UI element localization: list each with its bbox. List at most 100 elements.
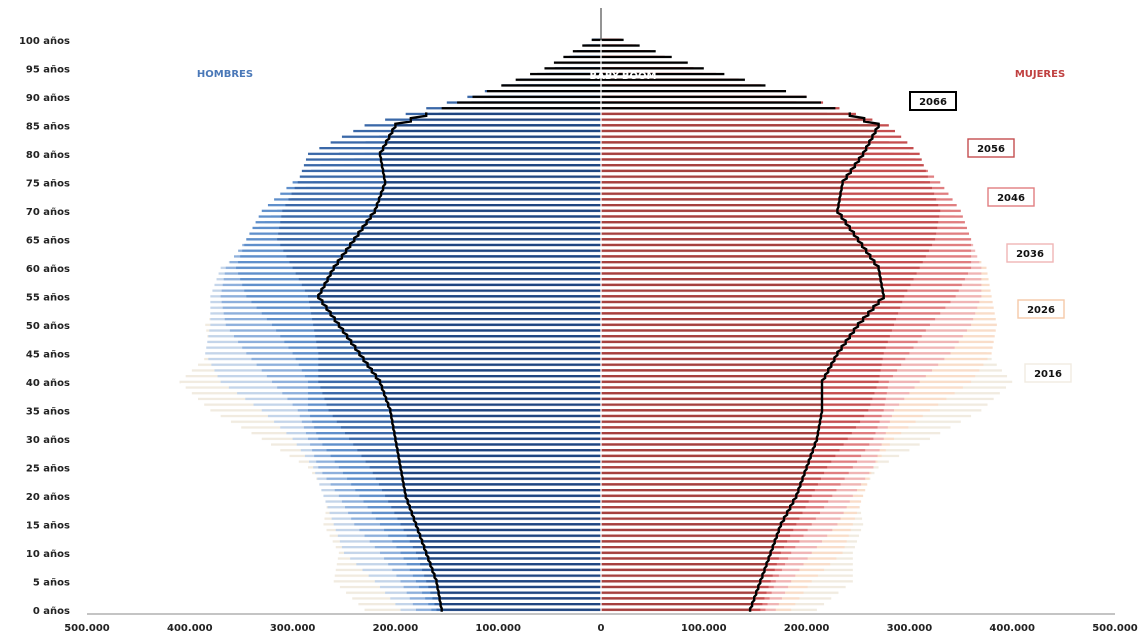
bar-men-2066-age-5 [436, 580, 601, 583]
bar-women-2066-age-42 [601, 369, 829, 372]
y-tick-label: 90 años [26, 93, 70, 104]
bar-men-2066-age-27 [398, 454, 601, 458]
bar-women-2066-age-94 [601, 72, 725, 76]
bar-women-2066-age-5 [601, 580, 761, 583]
bar-men-2066-age-87 [426, 112, 601, 116]
bar-women-2066-age-12 [601, 540, 775, 543]
bar-men-2066-age-73 [381, 192, 601, 196]
baby-boom-annotation: BABY-BOOM [590, 71, 657, 82]
bar-women-2066-age-59 [601, 272, 880, 275]
bar-women-2066-age-51 [601, 318, 864, 321]
bar-women-2066-age-33 [601, 420, 820, 424]
bar-men-2066-age-98 [572, 50, 601, 53]
y-tick-label: 85 años [26, 122, 70, 133]
bar-men-2066-age-19 [407, 500, 601, 503]
bar-women-2066-age-100 [601, 38, 624, 42]
bar-men-2066-age-63 [346, 249, 601, 253]
bar-women-2066-age-54 [601, 300, 879, 304]
bar-women-2066-age-52 [601, 312, 869, 315]
bar-women-2066-age-35 [601, 409, 823, 412]
bar-men-2066-age-76 [384, 175, 601, 179]
bar-men-2066-age-70 [374, 209, 601, 213]
bar-men-2066-age-91 [486, 90, 601, 93]
bar-men-2066-age-42 [371, 369, 601, 372]
bar-women-2066-age-55 [601, 295, 884, 298]
bar-men-2066-age-47 [351, 340, 601, 344]
bar-men-2066-age-78 [382, 164, 601, 167]
legend-label: 2026 [1027, 305, 1055, 316]
legend-box [1017, 299, 1065, 319]
bar-women-2066-age-26 [601, 460, 809, 464]
y-tick-label: 40 años [26, 378, 70, 389]
bar-women-2066-age-93 [601, 78, 745, 82]
bar-women-2066-age-37 [601, 397, 823, 401]
bar-women-2066-age-58 [601, 278, 881, 281]
bar-women-2066-age-90 [601, 95, 807, 99]
bar-women-2066-age-89 [601, 101, 821, 104]
y-tick-label: 100 años [19, 36, 70, 47]
bar-women-2066-age-73 [601, 192, 841, 196]
bar-women-2066-age-75 [601, 181, 843, 184]
bar-men-2066-age-90 [472, 95, 601, 99]
bar-men-2066-age-31 [394, 432, 601, 435]
bar-women-2066-age-3 [601, 591, 757, 595]
bar-men-2066-age-65 [354, 238, 601, 241]
bar-women-2066-age-81 [601, 147, 867, 150]
bar-women-2066-age-11 [601, 546, 773, 549]
bar-women-2066-age-72 [601, 198, 840, 201]
bar-women-2066-age-60 [601, 266, 879, 270]
bar-men-2066-age-62 [341, 255, 601, 258]
bar-women-2066-age-22 [601, 483, 801, 486]
bar-men-2066-age-28 [397, 449, 601, 452]
bar-men-2066-age-69 [370, 215, 601, 218]
men-side-label: HOMBRES [197, 69, 253, 80]
x-tick-label: 100.000 [475, 623, 521, 634]
bar-women-2066-age-34 [601, 414, 821, 418]
bar-men-2066-age-33 [392, 420, 601, 424]
bar-men-2066-age-32 [393, 426, 601, 429]
bar-men-2066-age-59 [330, 272, 601, 275]
bar-men-2066-age-96 [553, 61, 601, 65]
legend-item-2056: 2056 [967, 138, 1015, 158]
bar-men-2066-age-74 [383, 186, 601, 190]
bar-men-2066-age-3 [438, 591, 601, 595]
bar-men-2066-age-9 [428, 557, 601, 560]
bar-women-2066-age-99 [601, 44, 640, 47]
bar-men-2066-age-11 [424, 546, 601, 549]
bar-men-2066-age-56 [321, 289, 601, 293]
outline-2066-men [317, 112, 443, 612]
bar-women-2066-age-27 [601, 454, 811, 458]
bar-women-2066-age-69 [601, 215, 842, 218]
legend-label: 2056 [977, 144, 1005, 155]
y-tick-label: 10 años [26, 549, 70, 560]
bar-men-2066-age-39 [382, 386, 601, 389]
bar-women-2066-age-82 [601, 141, 870, 144]
bar-men-2066-age-81 [383, 147, 601, 150]
y-tick-label: 70 años [26, 207, 70, 218]
bar-men-2066-age-7 [432, 568, 601, 572]
bar-women-2066-age-41 [601, 375, 826, 378]
bar-women-2066-age-16 [601, 517, 784, 521]
y-tick-label: 45 años [26, 350, 70, 361]
bar-women-2066-age-15 [601, 523, 781, 526]
bar-women-2066-age-20 [601, 494, 797, 498]
bar-women-2066-age-45 [601, 352, 838, 355]
bar-women-2066-age-92 [601, 84, 766, 87]
bar-women-2066-age-13 [601, 534, 777, 538]
bar-men-2066-age-64 [350, 243, 601, 247]
bar-women-2066-age-30 [601, 437, 817, 441]
bar-men-2066-age-77 [383, 169, 601, 173]
bar-women-2066-age-0 [601, 608, 751, 612]
bar-men-2066-age-29 [396, 443, 601, 446]
bar-men-2066-age-55 [318, 295, 601, 298]
legend-item-2066: 2066 [909, 91, 957, 111]
bar-men-2066-age-92 [501, 84, 601, 87]
bar-men-2066-age-71 [376, 204, 601, 207]
legend-label: 2016 [1034, 369, 1062, 380]
y-tick-label: 50 años [26, 321, 70, 332]
bar-women-2066-age-49 [601, 329, 854, 332]
bar-men-2066-age-86 [410, 118, 601, 122]
bar-men-2066-age-22 [403, 483, 601, 486]
bar-men-2066-age-68 [366, 221, 601, 224]
